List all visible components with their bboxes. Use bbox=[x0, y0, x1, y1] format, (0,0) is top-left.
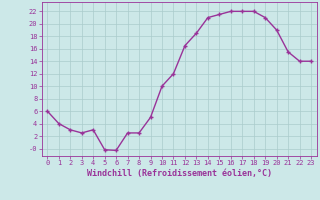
X-axis label: Windchill (Refroidissement éolien,°C): Windchill (Refroidissement éolien,°C) bbox=[87, 169, 272, 178]
